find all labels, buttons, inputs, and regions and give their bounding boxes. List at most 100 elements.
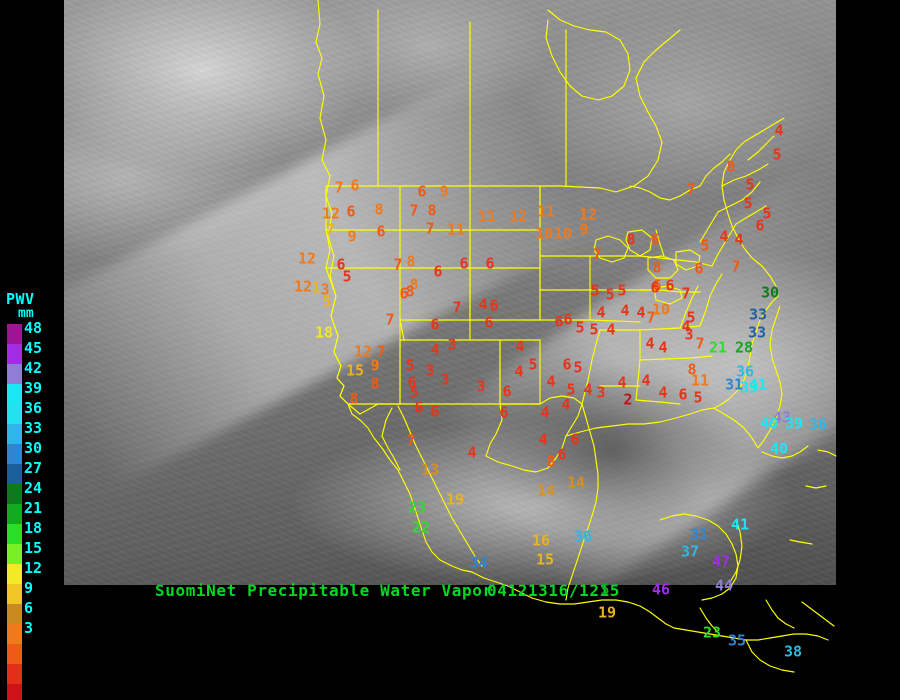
legend-swatch: [7, 444, 22, 464]
station-pwv-value: 18: [314, 323, 334, 342]
legend-swatch: [7, 664, 22, 684]
station-pwv-value: 6: [346, 202, 356, 221]
station-pwv-value: 43: [772, 408, 792, 427]
station-pwv-value: 3: [320, 280, 330, 299]
station-pwv-value: 6: [489, 296, 499, 315]
station-pwv-value: 6: [562, 355, 572, 374]
station-pwv-value: 3: [476, 377, 486, 396]
legend-swatches: [7, 324, 22, 700]
station-pwv-value: 5: [762, 204, 772, 223]
station-pwv-value: 4: [658, 383, 668, 402]
station-pwv-value: 7: [409, 201, 419, 220]
station-pwv-value: 11: [690, 371, 710, 390]
station-pwv-value: 30: [760, 283, 780, 302]
station-pwv-value: 7: [385, 310, 395, 329]
station-pwv-value: 5: [322, 292, 332, 311]
station-pwv-value: 1: [311, 278, 321, 297]
station-pwv-value: 4: [540, 403, 550, 422]
station-pwv-value: 11: [446, 220, 466, 239]
station-pwv-value: 6: [652, 276, 662, 295]
station-pwv-value: 19: [445, 490, 465, 509]
station-pwv-value: 4: [515, 337, 525, 356]
station-pwv-value: 4: [467, 443, 477, 462]
station-pwv-value: 4: [546, 372, 556, 391]
station-pwv-value: 6: [430, 402, 440, 421]
station-pwv-value: 34: [469, 553, 489, 572]
station-pwv-value: 3: [684, 325, 694, 344]
legend-swatch: [7, 324, 22, 344]
station-pwv-value: 7: [686, 180, 696, 199]
legend-ticks: 48 45 42 39 36 33 30 27 24 21 18 15 12 9 6 3: [24, 318, 42, 638]
station-pwv-value: 4: [617, 373, 627, 392]
station-pwv-value: 8: [374, 200, 384, 219]
station-pwv-value: 38: [783, 642, 803, 661]
station-pwv-value: 19: [597, 603, 617, 622]
station-pwv-value: 15: [345, 361, 365, 380]
station-pwv-value: 6: [433, 262, 443, 281]
station-pwv-value: 44: [714, 576, 734, 595]
station-pwv-value: 35: [727, 631, 747, 650]
station-pwv-value: 6: [407, 373, 417, 392]
station-pwv-value: 39: [739, 378, 759, 397]
station-pwv-value: 12: [297, 249, 317, 268]
station-pwv-value: 41: [748, 375, 768, 394]
legend-swatch: [7, 644, 22, 664]
station-pwv-value: 33: [748, 305, 768, 324]
station-pwv-value: 12: [508, 207, 528, 226]
station-pwv-value: 4: [641, 371, 651, 390]
station-pwv-value: 11: [536, 202, 556, 221]
station-pwv-value: 7: [376, 342, 386, 361]
station-pwv-value: 5: [409, 383, 419, 402]
station-pwv-value: 4: [774, 121, 784, 140]
station-pwv-value: 6: [570, 430, 580, 449]
station-pwv-value: 16: [531, 531, 551, 550]
station-pwv-value: 39: [784, 414, 804, 433]
legend-swatch: [7, 564, 22, 584]
legend-swatch: [7, 524, 22, 544]
station-pwv-value: 3: [596, 383, 606, 402]
station-pwv-value: 11: [477, 207, 497, 226]
station-pwv-value: 8: [687, 360, 697, 379]
station-pwv-value: 6: [417, 182, 427, 201]
station-pwv-value: 4: [430, 340, 440, 359]
station-pwv-value: 6: [399, 284, 409, 303]
station-pwv-value: 36: [808, 415, 828, 434]
station-pwv-value: 9: [439, 182, 449, 201]
legend-tick-label: 36: [24, 399, 43, 417]
station-pwv-value: 4: [478, 295, 488, 314]
station-pwv-value: 4: [719, 227, 729, 246]
station-pwv-value: 6: [336, 255, 346, 274]
station-pwv-value: 28: [734, 338, 754, 357]
station-pwv-value: 8: [546, 452, 556, 471]
station-pwv-value: 4: [538, 430, 548, 449]
station-pwv-value: 6: [499, 403, 509, 422]
station-pwv-value: 5: [617, 281, 627, 300]
legend-title: PWV: [6, 290, 35, 308]
station-pwv-value: 8: [409, 275, 419, 294]
station-pwv-value: 31: [689, 525, 709, 544]
station-pwv-value: 9: [579, 220, 589, 239]
station-pwv-value: 12: [321, 204, 341, 223]
station-pwv-value: 7: [325, 220, 335, 239]
legend-tick-label: 45: [24, 339, 43, 357]
station-pwv-value: 3: [447, 335, 457, 354]
station-pwv-value: 4: [645, 334, 655, 353]
station-pwv-value: 4: [636, 303, 646, 322]
station-pwv-value: 31: [724, 375, 744, 394]
station-pwv-value: 4: [514, 362, 524, 381]
station-pwv-value: 4: [734, 230, 744, 249]
station-pwv-value: 12: [293, 277, 313, 296]
station-pwv-value: 8: [406, 252, 416, 271]
station-pwv-value: 8: [405, 282, 415, 301]
station-pwv-value: 7: [452, 298, 462, 317]
station-pwv-value: 7: [425, 219, 435, 238]
station-pwv-value: 7: [334, 178, 344, 197]
station-pwv-value: 6: [694, 259, 704, 278]
legend-swatch: [7, 544, 22, 564]
legend-units: mm: [18, 306, 34, 321]
station-pwv-value: 46: [651, 580, 671, 599]
station-pwv-value: 7: [393, 255, 403, 274]
station-pwv-value: 4: [561, 395, 571, 414]
legend-swatch: [7, 584, 22, 604]
